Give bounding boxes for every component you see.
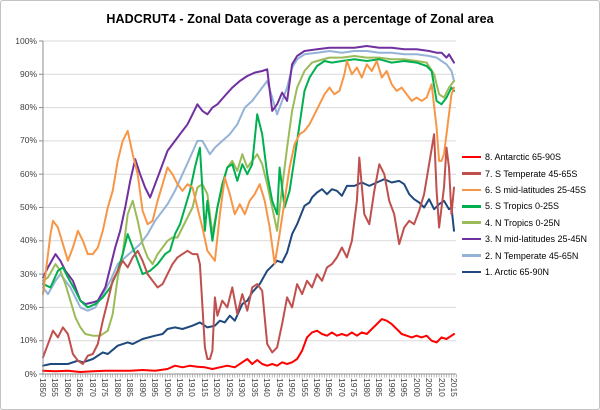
x-axis-label: 1915 xyxy=(199,378,210,397)
legend-swatch xyxy=(462,205,481,208)
legend-swatch xyxy=(462,221,481,225)
x-axis-label: 1935 xyxy=(249,378,260,397)
y-axis-label: 0% xyxy=(24,368,37,379)
x-axis-label: 1885 xyxy=(125,378,136,397)
x-axis-label: 1860 xyxy=(62,378,73,397)
y-axis-label: 50% xyxy=(19,202,37,212)
y-axis-label: 20% xyxy=(19,301,37,312)
series-line-3-n-mid-latitudes-25-45n xyxy=(42,45,455,306)
legend-swatch xyxy=(462,237,481,241)
x-axis-label: 2005 xyxy=(424,378,435,397)
series-line-1-arctic-65-90n xyxy=(42,178,455,367)
x-axis-label: 1965 xyxy=(324,378,335,397)
legend-swatch xyxy=(462,188,481,192)
x-axis-label: 2000 xyxy=(411,378,422,397)
y-axis-label: 10% xyxy=(19,335,37,346)
x-axis-label: 2010 xyxy=(436,378,447,397)
legend-swatch xyxy=(462,270,481,274)
legend-swatch xyxy=(462,172,481,175)
legend-swatch xyxy=(462,254,481,257)
chart-title: HADCRUT4 - Zonal Data coverage as a perc… xyxy=(106,12,494,26)
x-axis-label: 1980 xyxy=(361,378,372,397)
x-axis-label: 2015 xyxy=(449,378,459,397)
legend-label: 4. N Tropics 0-25N xyxy=(485,217,561,228)
x-axis-label: 1995 xyxy=(399,378,410,397)
series-line-2-n-temperate-45-65n xyxy=(42,50,455,312)
x-axis-label: 1985 xyxy=(374,378,385,397)
legend-label: 5. S Tropics 0-25S xyxy=(485,201,560,212)
x-axis-label: 1960 xyxy=(312,378,322,397)
x-axis-label: 1875 xyxy=(100,378,111,397)
legend-item: 3. N mid-latitudes 25-45N xyxy=(462,231,587,247)
legend-item: 2. N Temperate 45-65N xyxy=(462,247,587,263)
legend: 8. Antarctic 65-90S 7. S Temperate 45-65S… xyxy=(462,149,587,280)
x-axis-label: 1990 xyxy=(386,378,397,397)
axis-lines xyxy=(42,41,456,375)
x-axis-label: 1920 xyxy=(212,378,223,397)
x-axis-label: 1970 xyxy=(336,378,347,397)
y-axis-label: 30% xyxy=(19,268,37,279)
legend-item: 6. S mid-latitudes 25-45S xyxy=(462,182,587,198)
x-axis-label: 1925 xyxy=(224,378,235,397)
x-axis-label: 1880 xyxy=(112,378,123,397)
x-axis-label: 1900 xyxy=(162,378,173,397)
legend-label: 6. S mid-latitudes 25-45S xyxy=(485,184,587,195)
y-axis-label: 80% xyxy=(19,102,37,113)
x-axis-label: 1940 xyxy=(262,378,273,397)
x-axis-label: 1975 xyxy=(349,378,360,397)
legend-label: 3. N mid-latitudes 25-45N xyxy=(485,234,588,245)
legend-item: 7. S Temperate 45-65S xyxy=(462,165,587,181)
legend-label: 2. N Temperate 45-65N xyxy=(485,250,579,261)
legend-label: 8. Antarctic 65-90S xyxy=(485,152,562,163)
x-axis-label: 1850 xyxy=(38,378,48,397)
x-axis-label: 1890 xyxy=(137,378,148,397)
x-axis-label: 1870 xyxy=(87,378,98,397)
y-axis-label: 90% xyxy=(19,68,37,79)
x-axis-label: 1945 xyxy=(274,378,285,397)
y-axis-label: 40% xyxy=(19,235,37,246)
legend-label: 1. Arctic 65-90N xyxy=(485,266,550,277)
x-axis-label: 1865 xyxy=(75,378,86,397)
legend-label: 7. S Temperate 45-65S xyxy=(485,168,578,179)
y-axis-label: 70% xyxy=(19,135,37,146)
series-line-8-antarctic-65-90s xyxy=(42,318,455,373)
legend-item: 8. Antarctic 65-90S xyxy=(462,149,587,165)
y-axis-label: 60% xyxy=(19,168,37,179)
legend-item: 5. S Tropics 0-25S xyxy=(462,198,587,214)
legend-item: 4. N Tropics 0-25N xyxy=(462,215,587,231)
series-lines xyxy=(42,45,455,373)
y-axis-label: 100% xyxy=(15,35,37,46)
series-line-7-s-temperate-45-65s xyxy=(42,133,455,365)
x-axis-label: 1955 xyxy=(299,378,310,397)
x-axis-label: 1895 xyxy=(150,378,161,397)
x-axis-label: 1910 xyxy=(187,378,198,397)
legend-item: 1. Arctic 65-90N xyxy=(462,264,587,280)
legend-swatch xyxy=(462,155,481,159)
axis-ticks xyxy=(39,40,457,378)
x-axis-label: 1855 xyxy=(50,378,61,397)
x-axis-label: 1905 xyxy=(175,378,185,397)
x-axis-label: 1930 xyxy=(237,378,248,397)
x-axis-label: 1950 xyxy=(287,378,298,397)
series-line-6-s-mid-latitudes-25-45s xyxy=(42,60,455,296)
